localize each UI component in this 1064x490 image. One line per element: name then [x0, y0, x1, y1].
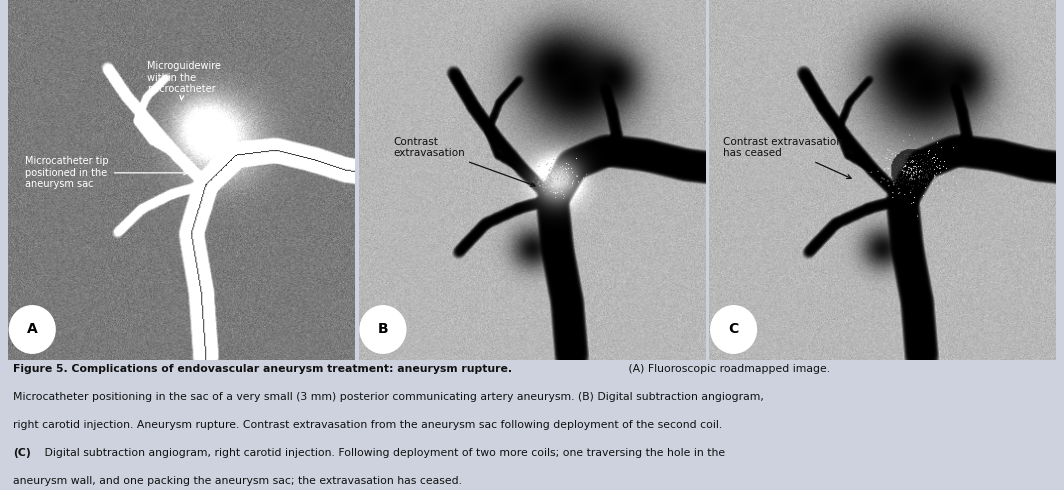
Text: aneurysm wall, and one packing the aneurysm sac; the extravasation has ceased.: aneurysm wall, and one packing the aneur…	[13, 476, 462, 486]
Circle shape	[10, 306, 55, 353]
Text: Microcatheter positioning in the sac of a very small (3 mm) posterior communicat: Microcatheter positioning in the sac of …	[13, 392, 764, 402]
Text: right carotid injection. Aneurysm rupture. Contrast extravasation from the aneur: right carotid injection. Aneurysm ruptur…	[13, 420, 722, 430]
Text: Microcatheter tip
positioned in the
aneurysm sac: Microcatheter tip positioned in the aneu…	[26, 156, 187, 190]
Text: Digital subtraction angiogram, right carotid injection. Following deployment of : Digital subtraction angiogram, right car…	[41, 448, 726, 458]
Text: C: C	[729, 322, 738, 337]
Text: (A) Fluoroscopic roadmapped image.: (A) Fluoroscopic roadmapped image.	[625, 364, 830, 374]
Circle shape	[361, 306, 405, 353]
Text: A: A	[27, 322, 37, 337]
Text: Contrast
extravasation: Contrast extravasation	[394, 137, 535, 186]
Text: B: B	[378, 322, 388, 337]
Text: Figure 5. Complications of endovascular aneurysm treatment: aneurysm rupture.: Figure 5. Complications of endovascular …	[13, 364, 512, 374]
Text: Contrast extravasation
has ceased: Contrast extravasation has ceased	[724, 137, 851, 178]
Text: Microguidewire
within the
microcatheter: Microguidewire within the microcatheter	[147, 61, 220, 100]
Text: (C): (C)	[13, 448, 31, 458]
Circle shape	[711, 306, 757, 353]
